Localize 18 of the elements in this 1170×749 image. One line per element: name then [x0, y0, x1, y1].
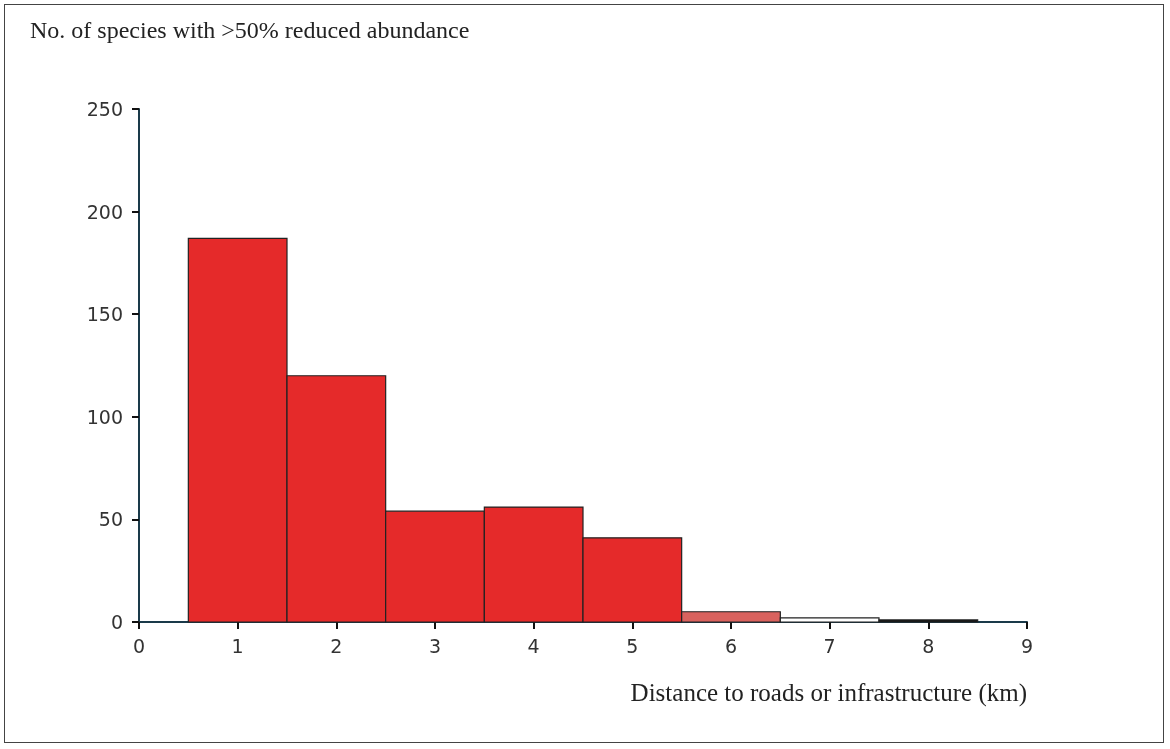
y-tick-label: 150 — [86, 303, 123, 326]
x-tick-label: 6 — [724, 634, 738, 657]
y-tick-label: 50 — [98, 508, 123, 531]
y-tick-label: 200 — [86, 200, 123, 223]
x-tick-label: 4 — [527, 634, 540, 657]
x-tick-label: 2 — [330, 634, 343, 657]
x-axis-title: Distance to roads or infrastructure (km) — [630, 679, 1027, 707]
chart-title: No. of species with >50% reduced abundance — [30, 17, 470, 43]
x-tick-label: 8 — [922, 634, 935, 657]
x-tick-label: 3 — [428, 634, 442, 657]
x-tick-label: 7 — [823, 634, 836, 657]
y-tick-label: 0 — [110, 611, 123, 633]
x-tick-label: 1 — [231, 634, 244, 657]
y-tick-label: 250 — [86, 98, 123, 120]
x-tick-label: 5 — [626, 634, 639, 657]
y-tick-label: 100 — [86, 405, 123, 428]
x-tick-label: 9 — [1020, 634, 1034, 657]
x-tick-label: 0 — [132, 634, 146, 657]
